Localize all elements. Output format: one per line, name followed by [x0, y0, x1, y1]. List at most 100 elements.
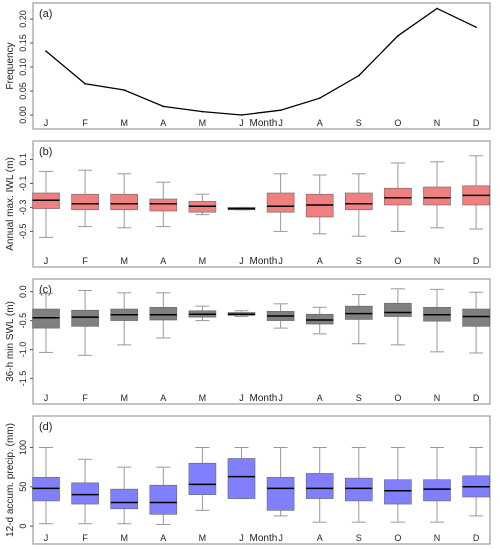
x-tick-label: M: [199, 533, 207, 543]
x-tick-label: D: [473, 393, 480, 403]
x-tick-label: J: [278, 118, 283, 128]
x-axis-label: Month: [250, 393, 278, 404]
frequency-point: [279, 109, 282, 111]
x-tick-label: D: [473, 256, 480, 266]
y-tick-label: 0: [18, 524, 28, 529]
x-tick-label: S: [356, 533, 362, 543]
box-iqr: [266, 477, 295, 511]
box-iqr: [149, 306, 178, 321]
x-tick-label: A: [160, 393, 166, 403]
x-tick-label: M: [199, 118, 207, 128]
x-tick-label: S: [356, 118, 362, 128]
box-iqr: [384, 302, 412, 317]
x-tick-label: N: [434, 393, 441, 403]
x-tick-label: F: [82, 533, 88, 543]
x-tick-label: J: [44, 533, 49, 543]
y-tick-label: 0.10: [18, 58, 28, 76]
box-iqr: [384, 479, 412, 505]
box-iqr: [149, 484, 178, 515]
x-tick-label: A: [317, 393, 323, 403]
y-tick-label: -0.3: [18, 200, 28, 216]
box-iqr: [384, 187, 412, 206]
frequency-point: [201, 110, 204, 113]
box-iqr: [32, 308, 60, 329]
frequency-point: [318, 97, 321, 99]
x-axis-label: Month: [250, 256, 278, 267]
box-iqr: [344, 477, 373, 502]
box-iqr: [344, 305, 373, 320]
x-tick-label: J: [44, 256, 49, 266]
x-axis-label: Month: [250, 118, 278, 129]
panel-label: (d): [39, 421, 52, 433]
box-iqr: [227, 458, 256, 499]
y-tick-label: 0.15: [18, 34, 28, 52]
x-tick-label: J: [239, 256, 244, 266]
y-axis-label: 36-h min SWL (m): [5, 301, 16, 382]
x-tick-label: J: [239, 118, 244, 128]
box-iqr: [32, 477, 60, 502]
frequency-point: [84, 83, 86, 85]
x-tick-label: A: [317, 256, 323, 266]
panel-frame: [32, 2, 491, 130]
frequency-point: [397, 35, 399, 37]
y-tick-label: 0.20: [18, 10, 28, 28]
y-tick-label: 0.0: [18, 285, 28, 298]
box-iqr: [71, 193, 99, 211]
panel-frame: [32, 278, 491, 405]
panel-label: (c): [39, 284, 52, 296]
x-tick-label: M: [199, 256, 207, 266]
x-tick-label: D: [473, 118, 480, 128]
x-axis-label: Month: [250, 533, 278, 544]
x-tick-label: D: [473, 533, 480, 543]
box-iqr: [305, 473, 334, 499]
y-tick-label: -1.5: [18, 371, 28, 387]
x-tick-label: O: [394, 118, 401, 128]
x-tick-label: J: [278, 393, 283, 403]
x-tick-label: A: [160, 256, 166, 266]
x-tick-label: F: [82, 256, 88, 266]
panel-label: (b): [39, 146, 52, 158]
box-iqr: [266, 192, 295, 213]
panel-frame: [32, 140, 491, 268]
x-tick-label: N: [434, 533, 441, 543]
box-iqr: [188, 462, 217, 495]
x-tick-label: O: [394, 393, 401, 403]
panel-label: (a): [39, 8, 52, 20]
x-tick-label: M: [120, 118, 128, 128]
x-tick-label: O: [394, 256, 401, 266]
x-tick-label: O: [394, 533, 401, 543]
frequency-point: [45, 50, 47, 52]
y-axis-label: Frequency: [5, 42, 16, 89]
frequency-point: [240, 114, 243, 116]
y-axis-label: 12-d accum. precip. (mm): [5, 423, 16, 537]
box-iqr: [344, 192, 373, 211]
box-iqr: [110, 488, 138, 510]
x-tick-label: N: [434, 118, 441, 128]
x-tick-label: A: [160, 118, 166, 128]
x-tick-label: A: [317, 118, 323, 128]
box-iqr: [423, 479, 451, 502]
x-tick-label: S: [356, 393, 362, 403]
box-iqr: [71, 309, 99, 327]
frequency-point: [475, 26, 477, 28]
frequency-line: [45, 7, 477, 116]
y-tick-label: -0.1: [18, 176, 28, 192]
frequency-point: [436, 7, 438, 10]
x-tick-label: A: [317, 533, 323, 543]
x-tick-label: M: [120, 256, 128, 266]
y-tick-label: -0.5: [18, 313, 28, 329]
y-tick-label: 0.1: [18, 153, 28, 166]
box-iqr: [462, 308, 490, 327]
y-tick-label: 50: [18, 482, 28, 492]
y-tick-label: 0.00: [18, 106, 28, 124]
x-tick-label: J: [44, 118, 49, 128]
x-tick-label: N: [434, 256, 441, 266]
x-tick-label: A: [160, 533, 166, 543]
box-iqr: [305, 313, 334, 325]
box-iqr: [423, 186, 451, 206]
x-tick-label: S: [356, 256, 362, 266]
frequency-point: [358, 74, 360, 77]
y-axis-label: Annual max. IWL (m): [5, 157, 16, 251]
x-tick-label: J: [44, 393, 49, 403]
